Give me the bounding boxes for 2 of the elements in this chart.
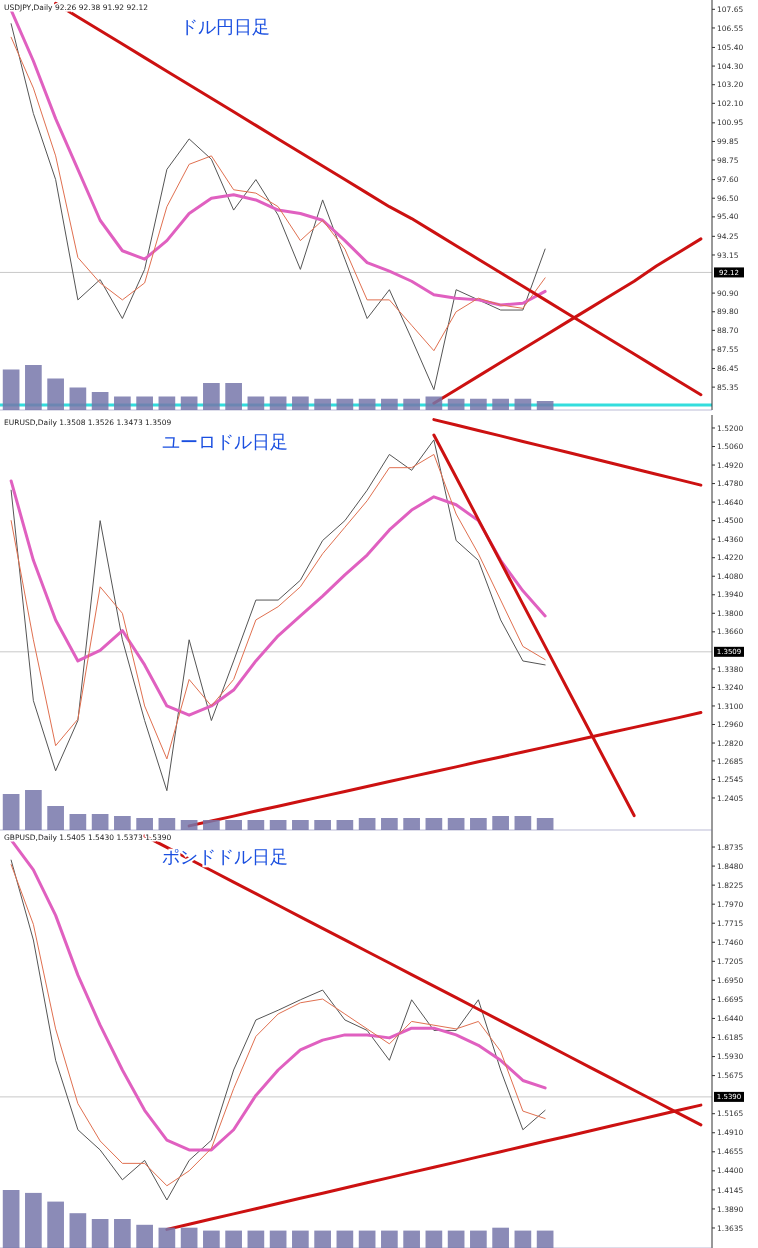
- text: ユーロドル日足: [162, 431, 288, 452]
- text: ドル円日足: [180, 16, 270, 37]
